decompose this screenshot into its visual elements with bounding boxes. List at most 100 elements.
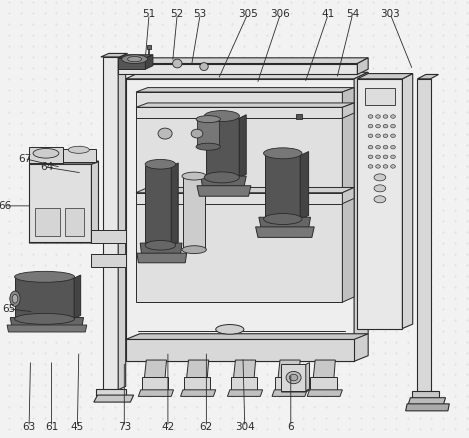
Polygon shape xyxy=(144,360,166,378)
Ellipse shape xyxy=(391,155,395,159)
Ellipse shape xyxy=(289,374,298,381)
Text: 42: 42 xyxy=(161,422,174,432)
Text: 64: 64 xyxy=(40,162,53,172)
Ellipse shape xyxy=(383,124,388,128)
Polygon shape xyxy=(184,377,210,391)
Ellipse shape xyxy=(173,59,182,68)
Polygon shape xyxy=(256,227,314,237)
Text: 63: 63 xyxy=(23,422,36,432)
Ellipse shape xyxy=(383,145,388,149)
Ellipse shape xyxy=(391,134,395,138)
Ellipse shape xyxy=(368,115,373,118)
Text: 41: 41 xyxy=(322,9,335,19)
Ellipse shape xyxy=(216,325,244,334)
Polygon shape xyxy=(10,318,83,326)
Ellipse shape xyxy=(196,143,220,150)
Polygon shape xyxy=(136,88,354,92)
Ellipse shape xyxy=(374,185,386,192)
Bar xyxy=(65,208,84,236)
Bar xyxy=(296,114,302,119)
Ellipse shape xyxy=(376,145,380,149)
Polygon shape xyxy=(310,377,337,391)
Polygon shape xyxy=(136,107,342,118)
Polygon shape xyxy=(342,103,354,118)
Polygon shape xyxy=(96,389,126,396)
Polygon shape xyxy=(307,390,342,396)
Polygon shape xyxy=(412,391,439,399)
Ellipse shape xyxy=(376,124,380,128)
Polygon shape xyxy=(265,155,300,219)
Ellipse shape xyxy=(204,172,239,183)
Text: 65: 65 xyxy=(2,304,15,314)
Polygon shape xyxy=(406,404,449,411)
Ellipse shape xyxy=(264,214,302,224)
Ellipse shape xyxy=(383,165,388,168)
Polygon shape xyxy=(417,79,431,392)
Polygon shape xyxy=(63,149,96,162)
Ellipse shape xyxy=(391,115,395,118)
Polygon shape xyxy=(231,377,257,391)
Polygon shape xyxy=(118,55,153,58)
Ellipse shape xyxy=(376,155,380,159)
Polygon shape xyxy=(197,120,219,147)
Polygon shape xyxy=(239,115,246,177)
Polygon shape xyxy=(408,398,446,405)
Polygon shape xyxy=(354,72,368,361)
Polygon shape xyxy=(171,163,178,245)
Ellipse shape xyxy=(286,371,301,384)
Text: 45: 45 xyxy=(71,422,84,432)
Polygon shape xyxy=(118,58,368,64)
Polygon shape xyxy=(281,390,310,392)
Polygon shape xyxy=(94,395,134,402)
Text: 66: 66 xyxy=(0,201,11,211)
Polygon shape xyxy=(342,88,354,302)
Ellipse shape xyxy=(68,146,89,153)
Polygon shape xyxy=(281,364,306,391)
Polygon shape xyxy=(136,193,342,204)
Polygon shape xyxy=(417,74,439,79)
Polygon shape xyxy=(206,118,239,177)
Ellipse shape xyxy=(145,159,175,169)
Polygon shape xyxy=(91,230,126,243)
Polygon shape xyxy=(29,242,93,243)
Polygon shape xyxy=(342,187,354,204)
Polygon shape xyxy=(275,377,302,391)
Ellipse shape xyxy=(368,134,373,138)
Polygon shape xyxy=(197,186,251,196)
Polygon shape xyxy=(272,390,307,396)
Text: 303: 303 xyxy=(380,9,400,19)
Polygon shape xyxy=(227,390,263,396)
Polygon shape xyxy=(118,58,145,69)
Polygon shape xyxy=(140,243,182,255)
Polygon shape xyxy=(306,363,310,391)
Polygon shape xyxy=(29,147,63,163)
Ellipse shape xyxy=(182,246,206,254)
Polygon shape xyxy=(357,58,368,74)
Ellipse shape xyxy=(376,134,380,138)
Ellipse shape xyxy=(376,165,380,168)
Ellipse shape xyxy=(368,124,373,128)
Polygon shape xyxy=(259,217,310,229)
Bar xyxy=(147,45,151,49)
Polygon shape xyxy=(183,177,205,250)
Polygon shape xyxy=(103,57,118,390)
Ellipse shape xyxy=(368,165,373,168)
Polygon shape xyxy=(74,275,81,319)
Polygon shape xyxy=(7,325,87,332)
Polygon shape xyxy=(91,254,126,267)
Ellipse shape xyxy=(374,174,386,181)
Bar xyxy=(35,208,60,236)
Polygon shape xyxy=(118,53,126,390)
Ellipse shape xyxy=(368,155,373,159)
Text: 73: 73 xyxy=(118,422,131,432)
Ellipse shape xyxy=(128,57,142,62)
Polygon shape xyxy=(29,164,91,242)
Ellipse shape xyxy=(391,165,395,168)
Ellipse shape xyxy=(374,196,386,203)
Ellipse shape xyxy=(145,240,175,250)
Text: 53: 53 xyxy=(194,9,207,19)
Polygon shape xyxy=(138,390,174,396)
Text: 51: 51 xyxy=(143,9,156,19)
Ellipse shape xyxy=(33,148,59,158)
Ellipse shape xyxy=(191,129,203,138)
